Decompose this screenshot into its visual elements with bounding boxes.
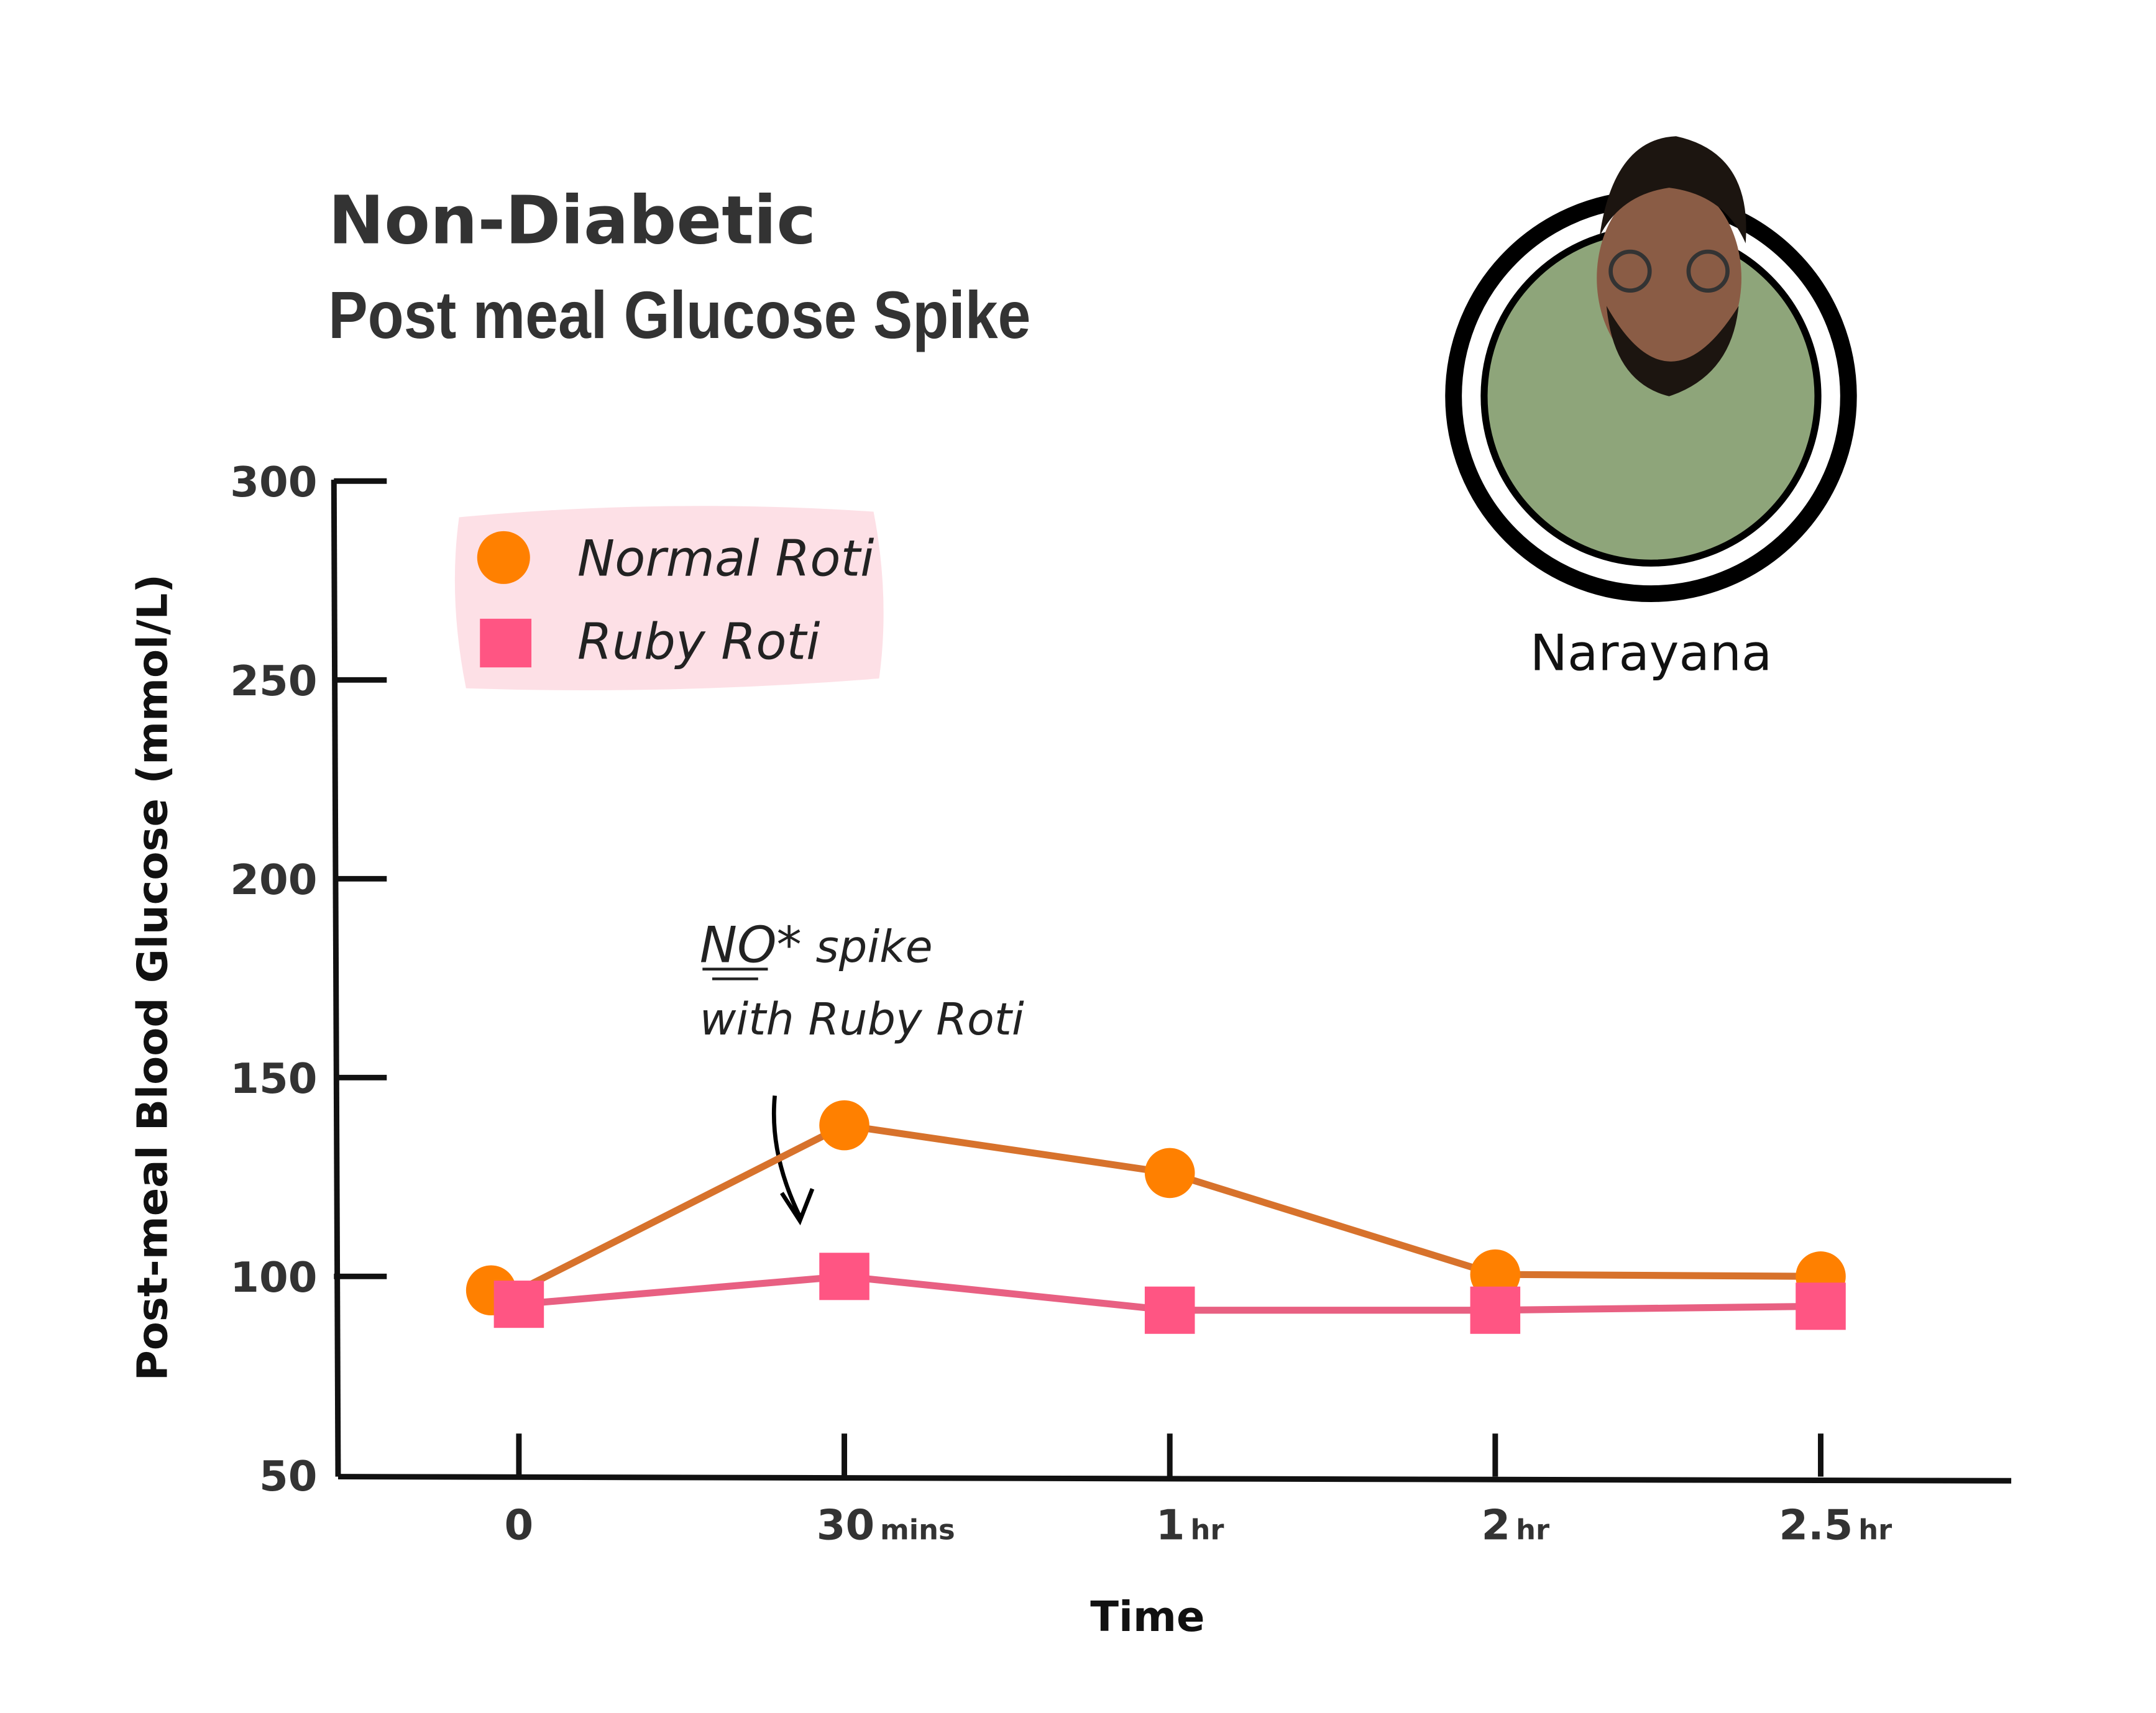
- annotation-line1: spike: [802, 921, 933, 973]
- legend-marker-ruby-roti: [480, 618, 532, 668]
- x-tick-label: 30 mins: [817, 1501, 955, 1549]
- y-tick-label: 300: [230, 458, 317, 506]
- chart-title: Non-Diabetic: [328, 182, 816, 260]
- x-tick-unit: hr: [1190, 1513, 1224, 1546]
- x-tick-label: 2 hr: [1481, 1501, 1549, 1549]
- y-axis-label: Post-meal Blood Glucose (mmol/L): [129, 574, 177, 1381]
- x-tick-main: 0: [505, 1501, 534, 1549]
- person-name: Narayana: [1530, 624, 1773, 682]
- legend-label-ruby-roti: Ruby Roti: [577, 613, 820, 671]
- y-tick-label: 250: [230, 657, 317, 705]
- x-tick-main: 2.5: [1779, 1501, 1853, 1549]
- data-point-square: [1796, 1282, 1846, 1330]
- data-point-square: [493, 1281, 544, 1328]
- y-tick-label: 100: [230, 1253, 317, 1302]
- y-tick-label: 50: [259, 1452, 317, 1501]
- x-tick-unit: mins: [880, 1513, 955, 1546]
- legend-label-normal-roti: Normal Roti: [577, 529, 874, 587]
- x-tick-unit: hr: [1516, 1513, 1549, 1546]
- x-tick-label: 0: [505, 1501, 534, 1549]
- x-tick-main: 1: [1156, 1501, 1185, 1549]
- chart-subtitle: Post meal Glucose Spike: [328, 278, 1030, 352]
- x-axis-label: Time: [1090, 1592, 1204, 1641]
- x-tick-label: 2.5 hr: [1779, 1501, 1892, 1549]
- legend: Normal Roti Ruby Roti: [454, 506, 884, 691]
- legend-marker-normal-roti: [477, 531, 530, 584]
- legend-background: [454, 506, 884, 691]
- x-axis: [337, 1474, 2012, 1484]
- y-tick-label: 200: [230, 856, 317, 904]
- data-point-square: [819, 1253, 869, 1300]
- svg-text:NO* spike: NO* spike: [700, 916, 933, 974]
- x-tick-main: 30: [817, 1501, 874, 1549]
- y-tick-label: 150: [230, 1054, 317, 1103]
- data-point-circle: [819, 1100, 869, 1151]
- annotation-emphasis: NO*: [700, 916, 802, 974]
- data-point-square: [1470, 1286, 1521, 1334]
- data-point-square: [1144, 1286, 1195, 1334]
- y-axis: [331, 480, 341, 1477]
- annotation-line2: with Ruby Roti: [700, 994, 1024, 1045]
- profile-photo: [1445, 136, 1857, 602]
- x-tick-unit: hr: [1858, 1513, 1892, 1546]
- data-point-circle: [1144, 1148, 1195, 1199]
- x-tick-label: 1 hr: [1156, 1501, 1224, 1549]
- x-tick-main: 2: [1481, 1501, 1510, 1549]
